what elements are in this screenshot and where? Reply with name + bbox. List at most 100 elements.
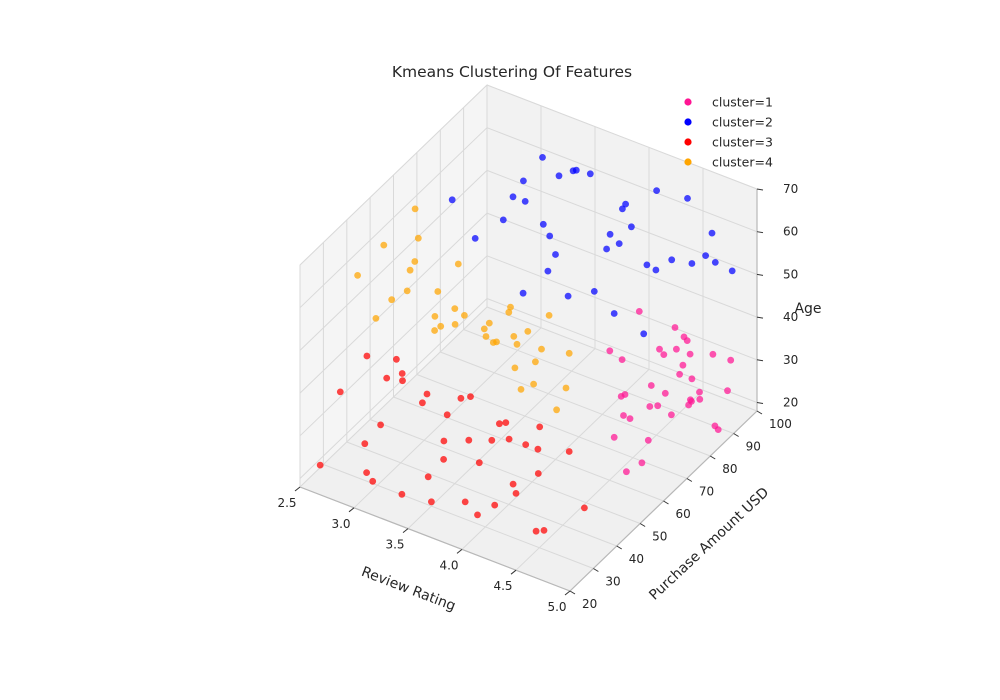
legend-label: cluster=3 — [712, 135, 773, 150]
point-cluster-2 — [606, 230, 614, 238]
axes: 2.5 3.0 3.5 4.0 4.5 5.0 20 30 40 50 60 70 80 90 100 20 3… — [277, 182, 798, 614]
point-cluster-2 — [590, 288, 598, 295]
point-cluster-3 — [369, 477, 377, 485]
point-cluster-4 — [354, 272, 361, 279]
point-cluster-3 — [336, 388, 344, 396]
point-cluster-3 — [491, 501, 499, 509]
point-cluster-1 — [647, 382, 655, 389]
point-cluster-1 — [646, 403, 654, 410]
point-cluster-2 — [688, 260, 696, 267]
y-tick-label: 60 — [676, 507, 691, 521]
point-cluster-4 — [538, 345, 545, 353]
point-cluster-3 — [512, 490, 520, 497]
point-cluster-3 — [467, 393, 474, 400]
point-cluster-3 — [361, 440, 369, 448]
point-cluster-2 — [708, 229, 716, 237]
point-cluster-2 — [711, 259, 719, 266]
x-tick-label: 2.5 — [277, 496, 296, 510]
point-cluster-1 — [680, 333, 688, 341]
z-tick — [756, 273, 764, 276]
point-cluster-1 — [709, 350, 717, 358]
grid-line — [486, 255, 758, 361]
point-cluster-4 — [505, 308, 513, 316]
data-points — [316, 154, 736, 535]
point-cluster-3 — [399, 377, 406, 385]
grid-line — [299, 255, 488, 437]
grid-line — [486, 127, 758, 233]
point-cluster-4 — [562, 384, 570, 392]
grid-line — [486, 212, 758, 318]
y-tick — [686, 478, 693, 482]
point-cluster-1 — [626, 415, 634, 422]
y-tick — [733, 433, 739, 437]
point-cluster-3 — [536, 423, 544, 431]
point-cluster-2 — [509, 193, 517, 201]
point-cluster-3 — [398, 490, 406, 498]
point-cluster-3 — [509, 480, 517, 488]
x-tick — [294, 486, 301, 492]
point-cluster-4 — [451, 321, 459, 328]
point-cluster-3 — [502, 419, 510, 426]
point-cluster-3 — [363, 469, 370, 476]
legend-label: cluster=4 — [712, 155, 773, 170]
point-cluster-3 — [565, 448, 573, 455]
point-cluster-3 — [496, 420, 503, 428]
point-cluster-4 — [403, 287, 411, 295]
point-cluster-4 — [431, 327, 438, 334]
grid — [299, 84, 758, 592]
point-cluster-4 — [411, 205, 419, 213]
legend-marker — [684, 98, 692, 106]
point-cluster-3 — [540, 527, 548, 534]
point-cluster-3 — [465, 436, 473, 444]
point-cluster-2 — [448, 196, 456, 204]
point-cluster-2 — [546, 232, 554, 240]
grid-line — [323, 464, 594, 569]
point-cluster-2 — [653, 187, 660, 195]
x-tick-label: 3.5 — [385, 538, 404, 552]
point-cluster-4 — [485, 319, 493, 327]
point-cluster-4 — [431, 313, 439, 320]
point-cluster-3 — [534, 445, 542, 453]
x-tick — [456, 549, 463, 554]
point-cluster-3 — [440, 456, 447, 463]
y-tick-label: 40 — [629, 552, 644, 566]
grid-line — [393, 396, 664, 502]
point-cluster-3 — [383, 374, 391, 382]
z-tick-label: 30 — [783, 353, 798, 367]
grid-line — [299, 170, 488, 351]
point-cluster-1 — [673, 345, 680, 353]
legend: cluster=1 cluster=2 cluster=3 cluster=4 — [684, 95, 773, 170]
z-tick — [756, 188, 764, 191]
point-cluster-3 — [363, 352, 371, 360]
point-cluster-1 — [623, 468, 630, 476]
point-cluster-4 — [545, 312, 553, 319]
z-tick-label: 20 — [783, 396, 798, 410]
point-cluster-2 — [615, 240, 623, 248]
point-cluster-1 — [724, 387, 731, 395]
point-cluster-4 — [511, 364, 519, 372]
point-cluster-4 — [451, 305, 459, 312]
point-cluster-1 — [638, 459, 646, 467]
point-cluster-4 — [517, 386, 525, 393]
point-cluster-2 — [652, 266, 660, 274]
point-cluster-2 — [564, 292, 572, 300]
z-tick-label: 40 — [783, 310, 798, 324]
point-cluster-1 — [621, 391, 629, 398]
point-cluster-1 — [620, 412, 627, 419]
point-cluster-2 — [521, 198, 529, 205]
point-cluster-2 — [640, 330, 648, 338]
point-cluster-4 — [532, 358, 539, 366]
y-tick-label: 50 — [652, 530, 667, 544]
y-tick-label: 30 — [605, 575, 620, 589]
point-cluster-1 — [727, 356, 735, 364]
z-tick — [756, 401, 764, 404]
z-tick-label: 70 — [783, 182, 798, 196]
point-cluster-2 — [520, 177, 527, 185]
grid-line — [463, 329, 734, 434]
point-cluster-2 — [552, 251, 559, 258]
x-tick — [402, 528, 409, 533]
grid-line — [486, 298, 758, 403]
point-cluster-2 — [555, 172, 563, 180]
